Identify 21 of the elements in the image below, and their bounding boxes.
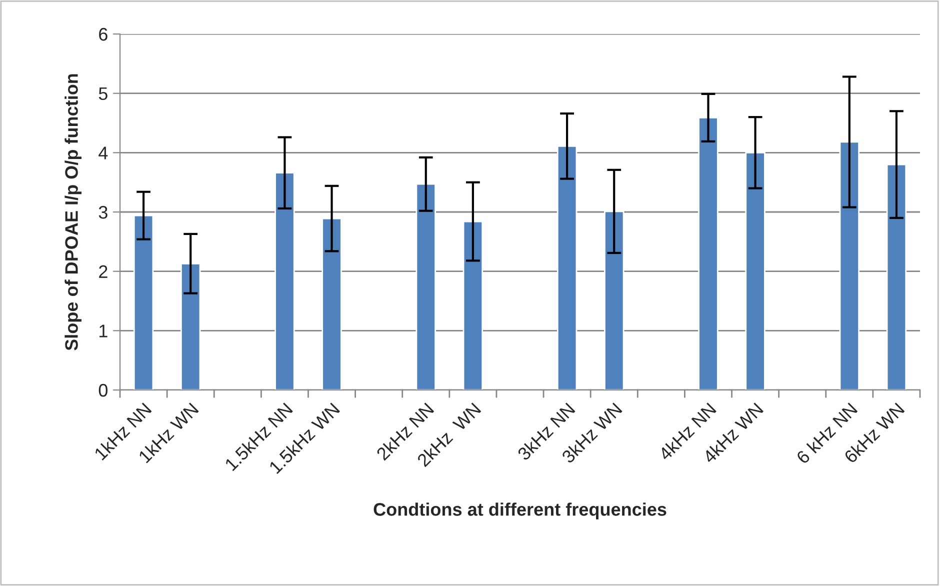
bar <box>462 220 484 390</box>
y-tick-label: 0 <box>98 384 108 397</box>
y-tick-label: 2 <box>99 265 108 278</box>
y-tick-label: 1 <box>100 324 108 338</box>
bar <box>416 183 436 390</box>
bar <box>886 164 907 390</box>
bar <box>698 116 718 390</box>
y-tick-label: 6 <box>99 28 108 41</box>
y-tick-label: 5 <box>98 87 108 100</box>
y-tick-label: 4 <box>98 146 108 160</box>
y-tick-label: 3 <box>98 206 108 219</box>
bar <box>556 145 578 390</box>
x-axis-title: Condtions at different frequencies <box>374 502 666 520</box>
bar <box>745 152 766 390</box>
bar <box>604 210 624 390</box>
bar <box>180 262 201 390</box>
y-axis-title: Slope of DPOAE I/p O/p function <box>64 74 82 350</box>
bar <box>133 214 154 390</box>
bar <box>322 218 342 390</box>
bar <box>274 172 295 390</box>
bar <box>839 141 860 390</box>
